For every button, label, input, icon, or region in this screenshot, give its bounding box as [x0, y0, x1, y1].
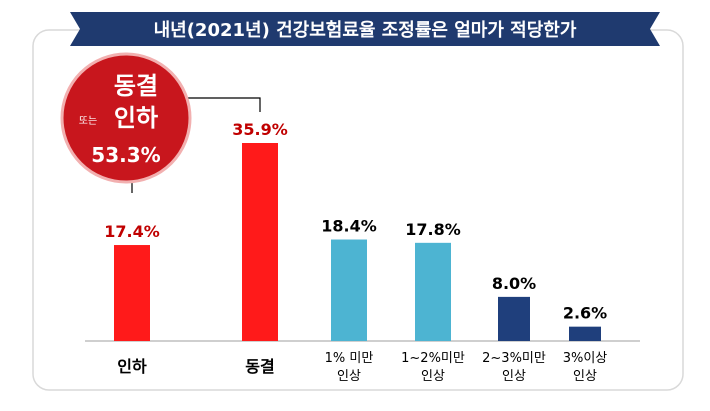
title-banner	[70, 12, 660, 46]
value-label-5: 2.6%	[563, 304, 607, 323]
category-label-5-0: 3%이상	[563, 351, 608, 366]
category-label-2-1: 인상	[337, 369, 361, 384]
chart-title: 내년(2021년) 건강보험료율 조정률은 얼마가 적당한가	[154, 19, 577, 41]
category-label-4-0: 2~3%미만	[482, 351, 546, 366]
bar-4	[498, 296, 530, 341]
bar-0	[114, 245, 150, 341]
annotation-circle	[60, 52, 192, 184]
category-label-1-0: 동결	[245, 357, 274, 376]
annotation-prefix: 또는	[79, 115, 97, 127]
bar-1	[242, 143, 278, 341]
bar-3	[415, 242, 451, 341]
category-label-3-0: 1~2%미만	[401, 351, 465, 366]
value-label-0: 17.4%	[104, 222, 160, 241]
annotation-line2: 인하	[114, 104, 158, 132]
bar-5	[569, 326, 601, 341]
category-label-0-0: 인하	[117, 357, 147, 376]
category-label-4-1: 인상	[502, 369, 526, 384]
bar-2	[331, 239, 367, 341]
value-label-4: 8.0%	[492, 274, 536, 293]
category-label-2-0: 1% 미만	[325, 351, 374, 366]
annotation-value: 53.3%	[91, 143, 160, 167]
value-label-1: 35.9%	[232, 120, 288, 139]
value-label-3: 17.8%	[405, 220, 461, 239]
category-label-3-1: 인상	[421, 369, 445, 384]
annotation-line1: 동결	[114, 72, 158, 100]
value-label-2: 18.4%	[321, 217, 377, 236]
category-label-5-1: 인상	[573, 369, 597, 384]
